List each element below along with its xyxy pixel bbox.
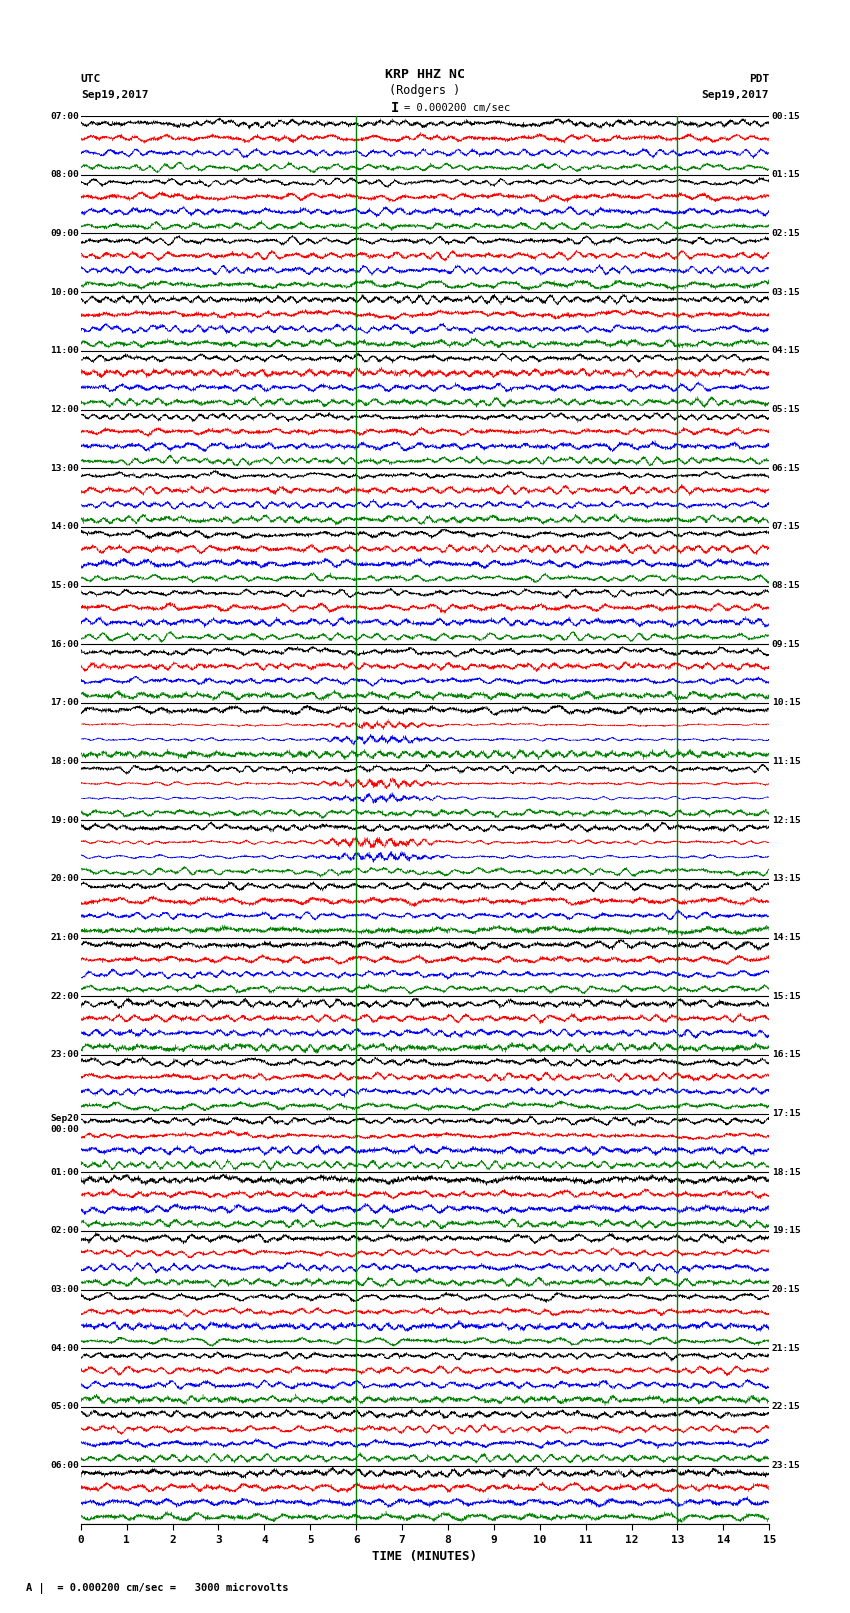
Text: 02:00: 02:00 [50,1226,79,1236]
Text: 07:15: 07:15 [772,523,801,531]
Text: 06:00: 06:00 [50,1461,79,1469]
Text: I: I [391,102,399,115]
Text: 16:15: 16:15 [772,1050,801,1060]
Text: 04:15: 04:15 [772,347,801,355]
Text: 19:00: 19:00 [50,816,79,824]
Text: 11:00: 11:00 [50,347,79,355]
Text: 01:00: 01:00 [50,1168,79,1177]
Text: 21:15: 21:15 [772,1344,801,1353]
Text: 21:00: 21:00 [50,932,79,942]
Text: Sep19,2017: Sep19,2017 [702,90,769,100]
Text: 19:15: 19:15 [772,1226,801,1236]
Text: 16:00: 16:00 [50,640,79,648]
Text: 05:15: 05:15 [772,405,801,415]
Text: 20:15: 20:15 [772,1286,801,1294]
Text: 20:00: 20:00 [50,874,79,884]
Text: PDT: PDT [749,74,769,84]
Text: 01:15: 01:15 [772,171,801,179]
Text: 15:00: 15:00 [50,581,79,590]
Text: 18:00: 18:00 [50,756,79,766]
Text: 08:00: 08:00 [50,171,79,179]
Text: 09:00: 09:00 [50,229,79,239]
Text: 17:00: 17:00 [50,698,79,708]
Text: 14:15: 14:15 [772,932,801,942]
Text: 00:00: 00:00 [50,1126,79,1134]
Text: 12:15: 12:15 [772,816,801,824]
Text: 08:15: 08:15 [772,581,801,590]
Text: 10:00: 10:00 [50,287,79,297]
Text: 23:15: 23:15 [772,1461,801,1469]
Text: 23:00: 23:00 [50,1050,79,1060]
Text: 03:00: 03:00 [50,1286,79,1294]
Text: 13:00: 13:00 [50,463,79,473]
Text: UTC: UTC [81,74,101,84]
Text: KRP HHZ NC: KRP HHZ NC [385,68,465,81]
Text: 15:15: 15:15 [772,992,801,1000]
Text: 18:15: 18:15 [772,1168,801,1177]
Text: 12:00: 12:00 [50,405,79,415]
Text: 02:15: 02:15 [772,229,801,239]
X-axis label: TIME (MINUTES): TIME (MINUTES) [372,1550,478,1563]
Text: 04:00: 04:00 [50,1344,79,1353]
Text: 22:00: 22:00 [50,992,79,1000]
Text: 14:00: 14:00 [50,523,79,531]
Text: 00:15: 00:15 [772,111,801,121]
Text: 22:15: 22:15 [772,1402,801,1411]
Text: = 0.000200 cm/sec: = 0.000200 cm/sec [404,103,510,113]
Text: 17:15: 17:15 [772,1110,801,1118]
Text: Sep20: Sep20 [50,1115,79,1123]
Text: 09:15: 09:15 [772,640,801,648]
Text: 06:15: 06:15 [772,463,801,473]
Text: Sep19,2017: Sep19,2017 [81,90,148,100]
Text: (Rodgers ): (Rodgers ) [389,84,461,97]
Text: 13:15: 13:15 [772,874,801,884]
Text: 10:15: 10:15 [772,698,801,708]
Text: 07:00: 07:00 [50,111,79,121]
Text: 11:15: 11:15 [772,756,801,766]
Text: 03:15: 03:15 [772,287,801,297]
Text: 05:00: 05:00 [50,1402,79,1411]
Text: A |  = 0.000200 cm/sec =   3000 microvolts: A | = 0.000200 cm/sec = 3000 microvolts [26,1582,288,1594]
